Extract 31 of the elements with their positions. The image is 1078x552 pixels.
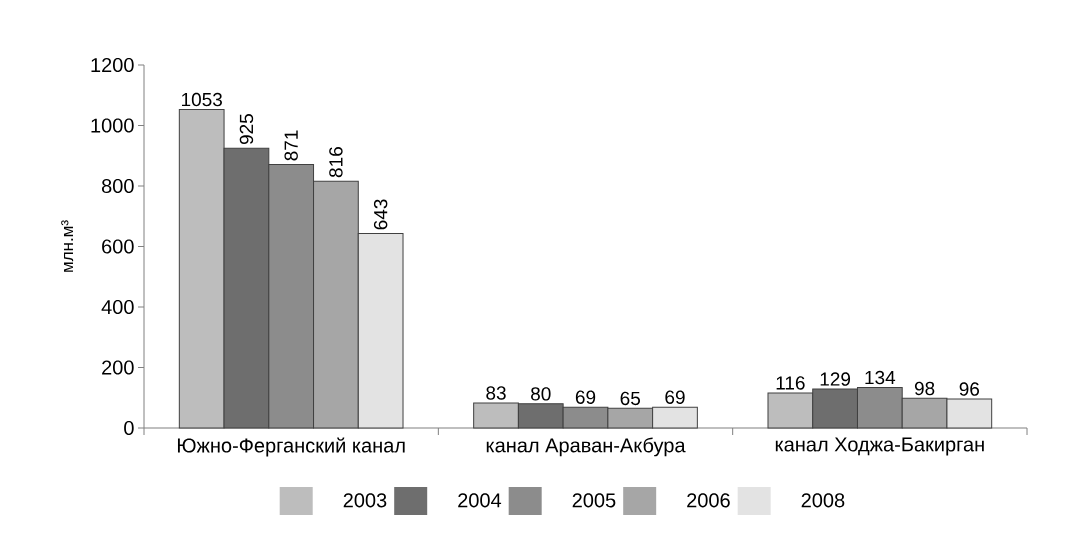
data-label: 1053	[182, 92, 222, 107]
data-label: 871	[284, 130, 298, 161]
data-label: 69	[575, 390, 596, 404]
data-label: 69	[665, 390, 685, 404]
x-tick-label: канал Араван-Акбура	[486, 437, 686, 457]
y-tick-label: 1200	[91, 57, 134, 73]
legend-label: 2004	[458, 493, 502, 508]
data-label: 129	[820, 372, 851, 386]
x-tick-label: Южно-Ферганский канал	[177, 437, 405, 457]
legend-label: 2008	[801, 493, 845, 508]
legend-label: 2006	[687, 493, 730, 508]
data-label: 96	[959, 382, 980, 396]
y-axis-title: млн.м³	[61, 220, 74, 272]
y-tick-label: 800	[101, 178, 134, 194]
data-label: 134	[865, 370, 896, 385]
data-label: 65	[620, 391, 641, 406]
data-label: 98	[914, 381, 935, 396]
y-tick-label: 200	[102, 360, 134, 375]
legend-label: 2005	[572, 493, 616, 508]
data-label: 925	[239, 114, 254, 145]
data-label: 643	[373, 199, 388, 230]
y-tick-label: 400	[101, 299, 134, 315]
y-tick-label: 600	[102, 239, 134, 254]
data-label: 83	[486, 386, 506, 400]
legend-label: 2003	[343, 493, 387, 508]
data-label: 816	[329, 147, 343, 178]
data-label: 80	[531, 387, 551, 401]
data-label: 116	[776, 376, 805, 390]
y-tick-label: 0	[124, 420, 134, 436]
x-tick-label: канал Ходжа-Бакирган	[775, 437, 984, 456]
y-tick-label: 1000	[91, 118, 134, 133]
